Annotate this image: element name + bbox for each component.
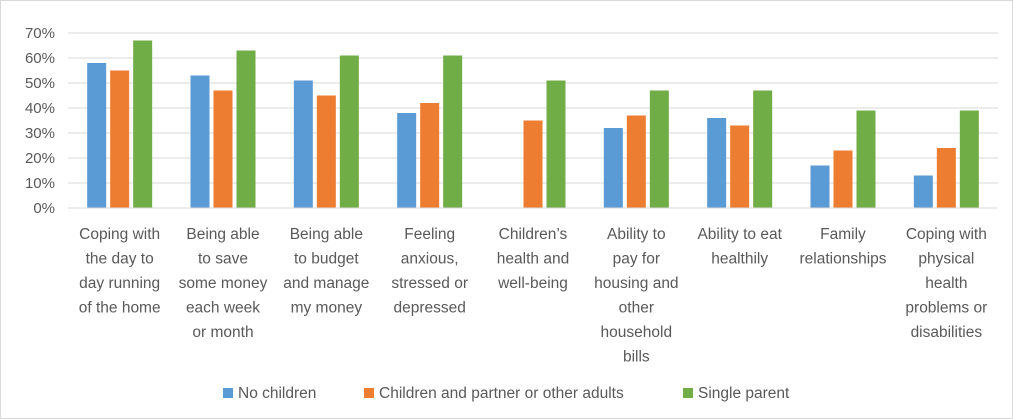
bar xyxy=(546,80,566,208)
bar xyxy=(213,90,233,208)
y-tick-label: 50% xyxy=(25,75,55,92)
x-tick-label: Family relationships xyxy=(799,226,886,268)
bar xyxy=(397,113,417,208)
bar xyxy=(603,128,623,208)
bar xyxy=(339,55,359,208)
bar xyxy=(236,50,256,208)
legend-label: Single parent xyxy=(698,385,790,402)
bar xyxy=(626,115,646,208)
bar xyxy=(293,80,313,208)
bar xyxy=(87,63,107,208)
bar xyxy=(913,175,933,208)
bar xyxy=(110,70,130,208)
bar xyxy=(810,165,830,208)
legend: No children Children and partner or other… xyxy=(223,385,790,402)
bar xyxy=(523,120,543,208)
bar xyxy=(753,90,773,208)
bar xyxy=(443,55,463,208)
y-tick-label: 30% xyxy=(25,125,55,142)
legend-swatch xyxy=(223,388,233,398)
category-labels: Coping with the day to day running of the h… xyxy=(79,226,988,366)
x-tick-label: Ability to eat healthily xyxy=(697,226,782,268)
bar xyxy=(649,90,669,208)
y-tick-label: 10% xyxy=(25,175,55,192)
bar xyxy=(833,150,853,208)
y-tick-label: 70% xyxy=(25,25,55,42)
y-tick-label: 60% xyxy=(25,50,55,67)
x-tick-label: Being able to budget and manage my money xyxy=(283,226,369,317)
bar xyxy=(133,40,153,208)
x-tick-label: Ability to pay for housing and other househo… xyxy=(594,226,678,366)
x-tick-label: Coping with the day to day running of the h… xyxy=(79,226,161,317)
x-tick-label: Children’s health and well-being xyxy=(497,226,569,292)
y-tick-label: 40% xyxy=(25,100,55,117)
bar xyxy=(316,95,336,208)
bar xyxy=(730,125,750,208)
bar xyxy=(856,110,876,208)
bar xyxy=(959,110,979,208)
y-tick-label: 0% xyxy=(33,200,55,217)
x-tick-label: Coping with physical health problems or disa… xyxy=(905,226,987,341)
x-tick-label: Being able to save some money each week or m… xyxy=(179,226,268,341)
bar xyxy=(420,103,440,208)
legend-swatch xyxy=(364,388,374,398)
bar xyxy=(190,75,210,208)
bar xyxy=(936,148,956,208)
legend-label: No children xyxy=(238,385,316,402)
bars xyxy=(87,40,979,208)
x-tick-label: Feeling anxious, stressed or depressed xyxy=(391,226,468,317)
bar xyxy=(707,118,727,208)
y-tick-label: 20% xyxy=(25,150,55,167)
legend-swatch xyxy=(683,388,693,398)
legend-label: Children and partner or other adults xyxy=(379,385,624,402)
y-axis-ticks: 0% 10% 20% 30% 40% 50% 60% 70% xyxy=(25,25,55,217)
